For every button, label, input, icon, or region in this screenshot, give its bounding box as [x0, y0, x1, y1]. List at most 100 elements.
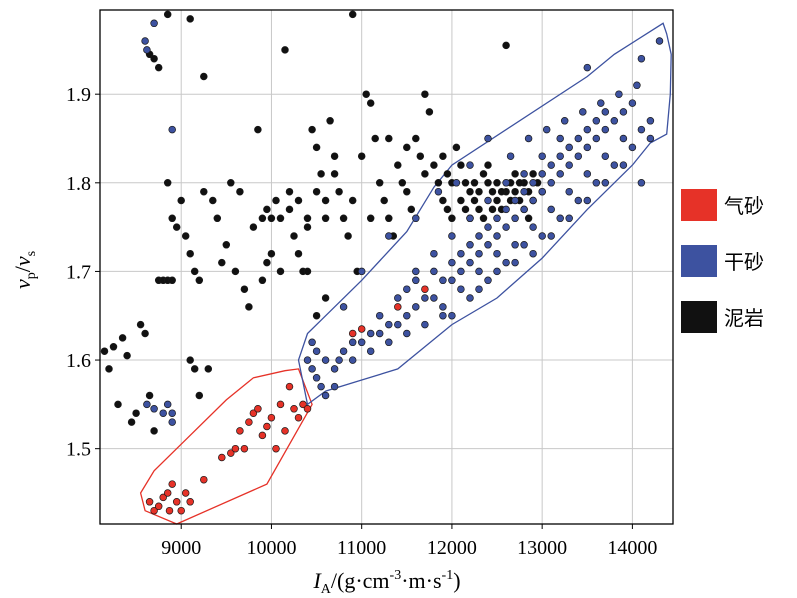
data-point-series-2: [240, 285, 249, 293]
data-point-series-1: [529, 179, 537, 187]
data-point-series-2: [466, 187, 474, 196]
data-point-series-1: [502, 223, 510, 231]
data-point-series-2: [488, 205, 497, 214]
data-point-series-2: [366, 214, 375, 223]
data-point-series-2: [290, 232, 298, 240]
data-point-series-1: [520, 241, 528, 249]
data-point-series-1: [163, 400, 172, 409]
data-point-series-1: [457, 267, 465, 276]
data-point-series-1: [375, 311, 384, 320]
data-point-series-0: [267, 413, 276, 422]
y-axis-ticks: 1.5 1.6 1.7 1.8 1.9: [66, 84, 100, 461]
data-point-series-1: [308, 338, 316, 347]
data-point-series-2: [308, 125, 316, 134]
data-point-series-1: [583, 196, 592, 205]
data-point-series-0: [348, 329, 357, 338]
data-point-series-1: [143, 46, 151, 54]
data-point-series-1: [574, 196, 583, 205]
data-point-series-1: [493, 249, 501, 258]
x-tick-label: 13000: [517, 537, 567, 559]
data-point-series-2: [321, 196, 330, 205]
data-point-series-1: [601, 152, 610, 160]
data-point-series-1: [466, 241, 474, 249]
data-point-series-2: [263, 205, 271, 214]
data-point-series-2: [136, 320, 145, 329]
plot-background: [100, 10, 673, 524]
data-point-series-2: [272, 196, 280, 205]
data-point-series-2: [375, 179, 384, 187]
data-point-series-2: [168, 214, 176, 223]
data-point-series-1: [637, 54, 646, 63]
data-point-series-1: [547, 205, 555, 214]
data-point-series-2: [209, 196, 217, 205]
data-point-series-2: [479, 170, 488, 178]
data-point-series-2: [475, 205, 483, 214]
data-point-series-1: [466, 258, 474, 267]
data-point-series-1: [506, 152, 515, 160]
dry-sand-region: [297, 22, 672, 406]
data-point-series-1: [484, 276, 492, 285]
data-point-series-1: [317, 382, 325, 391]
data-point-series-2: [461, 205, 470, 214]
data-point-series-2: [195, 391, 204, 400]
data-point-series-2: [344, 232, 352, 240]
data-point-series-2: [254, 125, 262, 134]
data-point-series-2: [330, 170, 339, 178]
data-point-series-2: [285, 205, 294, 214]
data-point-series-1: [520, 205, 528, 214]
data-point-series-0: [281, 427, 289, 435]
data-point-series-2: [200, 72, 208, 81]
data-point-series-2: [236, 187, 244, 196]
data-point-series-0: [299, 400, 307, 409]
data-point-series-2: [461, 179, 470, 187]
data-point-series-1: [168, 418, 176, 426]
data-point-series-1: [366, 347, 375, 355]
data-point-series-1: [321, 356, 330, 364]
data-point-series-2: [403, 187, 411, 196]
data-point-series-1: [484, 196, 492, 205]
data-point-series-2: [186, 15, 194, 23]
data-point-series-2: [303, 267, 312, 276]
data-point-series-1: [475, 267, 483, 276]
data-point-series-0: [303, 405, 312, 413]
data-point-series-2: [502, 41, 510, 50]
legend-swatch-1: [681, 245, 717, 277]
data-point-series-1: [394, 294, 402, 302]
y-tick-label: 1.6: [66, 350, 91, 372]
data-point-series-2: [407, 205, 416, 214]
data-point-series-1: [520, 170, 528, 178]
data-point-series-2: [416, 152, 425, 160]
data-point-series-2: [385, 214, 393, 223]
data-point-series-0: [240, 444, 249, 453]
data-point-series-2: [109, 343, 118, 351]
data-point-series-2: [163, 10, 172, 19]
data-point-series-1: [348, 338, 357, 347]
data-point-series-2: [403, 143, 411, 152]
data-point-series-1: [583, 125, 592, 134]
data-point-series-2: [218, 258, 226, 267]
data-point-series-1: [511, 196, 519, 205]
data-point-series-1: [448, 258, 456, 267]
data-point-series-2: [339, 214, 348, 223]
data-point-series-1: [502, 258, 510, 267]
data-point-series-1: [556, 170, 564, 178]
data-point-series-2: [493, 179, 501, 187]
data-point-series-1: [303, 356, 312, 364]
data-point-series-1: [312, 374, 321, 382]
data-point-series-0: [200, 475, 208, 484]
data-point-series-2: [258, 276, 267, 285]
data-point-series-2: [470, 196, 479, 205]
data-point-series-0: [227, 449, 235, 457]
data-point-series-1: [511, 258, 519, 267]
data-point-series-0: [236, 427, 244, 435]
data-point-series-0: [145, 498, 154, 506]
data-point-series-2: [326, 117, 334, 125]
data-point-series-1: [646, 117, 655, 125]
data-point-series-2: [276, 214, 285, 223]
data-point-series-2: [132, 409, 140, 417]
data-point-series-0: [254, 405, 262, 413]
data-point-series-2: [511, 187, 519, 196]
data-point-series-1: [466, 214, 474, 223]
x-tick-label: 12000: [427, 537, 477, 559]
